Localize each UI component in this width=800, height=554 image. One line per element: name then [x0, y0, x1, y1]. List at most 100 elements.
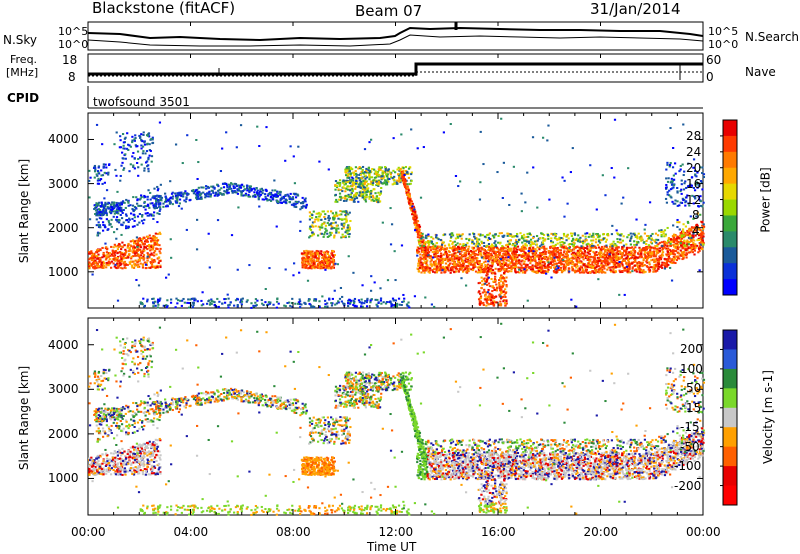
echo-mark — [109, 254, 112, 257]
echo-mark — [327, 214, 330, 217]
echo-mark — [478, 260, 481, 263]
echo-mark — [346, 170, 349, 173]
echo-mark — [571, 266, 574, 269]
echo-mark — [312, 264, 315, 267]
echo-mark — [541, 253, 544, 256]
echo-mark — [345, 211, 348, 214]
echo-mark — [453, 257, 456, 260]
echo-mark — [200, 186, 203, 189]
echo-mark — [153, 239, 156, 242]
echo-mark — [362, 188, 365, 191]
echo-mark — [316, 234, 320, 237]
echo-mark — [339, 218, 342, 221]
nave-tick-high: 60 — [706, 53, 722, 67]
echo-mark — [153, 258, 156, 261]
echo-mark — [292, 204, 295, 207]
echo-mark — [453, 252, 456, 255]
echo-mark — [311, 250, 314, 253]
echo-mark — [465, 254, 468, 257]
echo-mark — [143, 143, 147, 146]
echo-mark — [107, 221, 111, 224]
echo-mark — [163, 200, 167, 203]
echo-mark — [174, 192, 177, 195]
echo-mark — [420, 261, 423, 264]
echo-mark — [151, 202, 154, 205]
echo-mark — [348, 228, 352, 231]
echo-mark — [171, 195, 175, 198]
echo-mark — [549, 261, 552, 264]
echo-mark — [120, 208, 123, 211]
nsky-trace — [87, 26, 704, 42]
echo-mark — [166, 204, 169, 207]
echo-mark — [464, 257, 467, 260]
echo-mark — [528, 251, 531, 254]
echo-mark — [316, 257, 319, 260]
echo-mark — [645, 260, 648, 263]
echo-mark — [346, 181, 349, 184]
echo-mark — [125, 198, 128, 201]
echo-mark — [127, 256, 130, 259]
echo-mark — [346, 198, 349, 201]
echo-mark — [90, 250, 93, 253]
echo-mark — [654, 255, 657, 258]
echo-mark — [108, 252, 112, 255]
echo-mark — [156, 239, 159, 242]
echo-mark — [153, 242, 157, 245]
echo-mark — [322, 263, 325, 266]
echo-mark — [164, 192, 167, 195]
echo-mark — [317, 219, 320, 222]
echo-mark — [156, 189, 159, 192]
echo-mark — [493, 252, 496, 255]
echo-mark — [599, 250, 602, 253]
echo-mark — [615, 262, 618, 265]
echo-mark — [325, 266, 328, 269]
echo-mark — [147, 266, 150, 269]
freq-trace — [88, 62, 703, 76]
echo-mark — [604, 250, 607, 253]
echo-mark — [268, 193, 271, 196]
echo-mark — [609, 248, 612, 251]
echo-mark — [167, 199, 170, 202]
echo-mark — [121, 200, 125, 203]
echo-mark — [327, 219, 330, 222]
echo-mark — [303, 251, 306, 254]
echo-mark — [133, 225, 136, 228]
echo-mark — [523, 260, 526, 263]
echo-mark — [271, 198, 274, 201]
echo-mark — [309, 258, 312, 261]
echo-mark — [143, 246, 146, 249]
echo-mark — [640, 250, 643, 253]
echo-mark — [619, 271, 622, 274]
echo-mark — [642, 259, 645, 262]
echo-mark — [636, 265, 640, 268]
echo-mark — [491, 250, 494, 253]
echo-mark — [129, 163, 132, 166]
echo-mark — [156, 266, 159, 269]
echo-mark — [700, 241, 703, 244]
echo-mark — [438, 245, 441, 248]
echo-mark — [547, 264, 550, 267]
echo-mark — [159, 196, 162, 199]
echo-mark — [185, 198, 188, 201]
echo-mark — [457, 264, 460, 267]
echo-mark — [305, 258, 308, 261]
echo-mark — [582, 258, 585, 261]
echo-mark — [352, 177, 355, 180]
echo-mark — [132, 209, 135, 212]
echo-mark — [97, 208, 100, 211]
echo-mark — [614, 254, 618, 257]
echo-mark — [643, 253, 646, 256]
echo-mark — [347, 193, 350, 196]
echo-mark — [321, 256, 324, 259]
echo-mark — [418, 231, 421, 234]
echo-mark — [311, 260, 314, 263]
echo-mark — [124, 248, 127, 251]
echo-mark — [116, 209, 119, 212]
echo-mark — [365, 176, 369, 179]
echo-mark — [524, 251, 527, 254]
echo-mark — [507, 249, 510, 252]
echo-mark — [553, 257, 556, 260]
echo-mark — [638, 267, 641, 270]
echo-mark — [114, 250, 117, 253]
echo-mark — [309, 225, 312, 228]
